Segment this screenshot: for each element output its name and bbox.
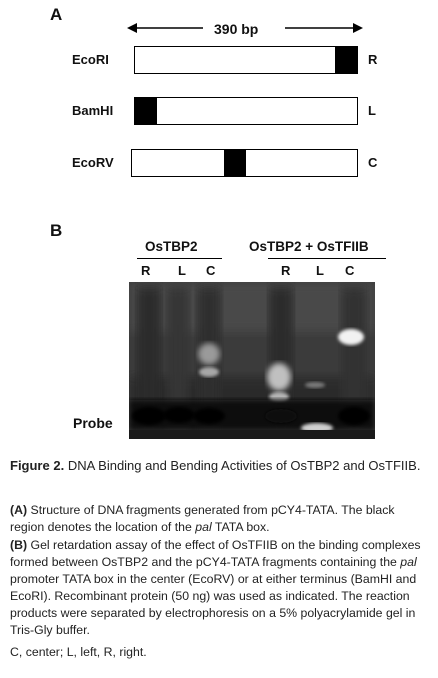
fragment-bar-bamhi [134, 97, 358, 125]
span-length-label: 390 bp [214, 21, 259, 37]
caption-b-text: Gel retardation assay of the effect of O… [10, 538, 421, 569]
lane-label: R [141, 263, 151, 278]
fragment-name-ecorv: EcoRV [72, 155, 114, 170]
fragment-name-bamhi: BamHI [72, 103, 114, 118]
group-underline-2 [268, 258, 386, 259]
caption-b-italic: pal [400, 555, 417, 569]
caption-a-text: Structure of DNA fragments generated fro… [10, 503, 395, 534]
span-arrow [127, 23, 363, 33]
probe-label: Probe [73, 415, 113, 431]
lane-label: L [178, 263, 186, 278]
group-label-ostbp2-ostfiib: OsTBP2 + OsTFIIB [249, 239, 369, 254]
lane-label: C [206, 263, 216, 278]
tata-box-center [224, 150, 246, 176]
caption-a-label: (A) [10, 503, 28, 517]
fragment-end-ecorv: C [368, 155, 378, 170]
lane-label: R [281, 263, 291, 278]
caption-abbreviations: C, center; L, left, R, right. [10, 645, 147, 659]
fragment-name-ecori: EcoRI [72, 52, 109, 67]
panel-b-label: B [50, 221, 63, 240]
fragment-bar-ecorv [131, 149, 358, 177]
caption-part-b: (B) Gel retardation assay of the effect … [10, 537, 428, 639]
tata-box-left [135, 98, 157, 124]
lane-label: L [316, 263, 324, 278]
group-underline-1 [137, 258, 222, 259]
fragment-end-bamhi: L [368, 103, 376, 118]
lane-label: C [345, 263, 355, 278]
caption-part-a: (A) Structure of DNA fragments generated… [10, 502, 428, 536]
caption-b-label: (B) [10, 538, 28, 552]
figure-title: DNA Binding and Bending Activities of Os… [67, 458, 421, 473]
panel-a-label: A [50, 5, 63, 24]
figure-number: Figure 2. [10, 458, 65, 473]
tata-box-right [335, 47, 357, 73]
group-label-ostbp2: OsTBP2 [145, 239, 198, 254]
caption-b-text-end: promoter TATA box in the center (EcoRV) … [10, 572, 417, 637]
fragment-bar-ecori [134, 46, 358, 74]
fragment-end-ecori: R [368, 52, 378, 67]
caption-a-text-end: TATA box. [214, 520, 270, 534]
figure-caption-title: Figure 2. DNA Binding and Bending Activi… [10, 457, 428, 475]
gel-image [129, 282, 375, 439]
caption-a-italic: pal [195, 520, 212, 534]
